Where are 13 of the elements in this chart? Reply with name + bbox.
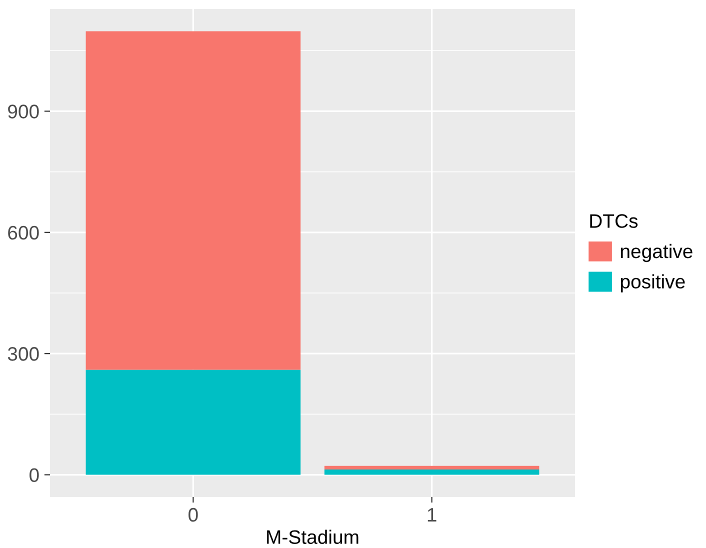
legend-title: DTCs <box>590 214 638 228</box>
y-tick-label: 600 <box>8 226 39 240</box>
bar <box>324 466 540 470</box>
y-tick-label: 900 <box>8 104 39 118</box>
bar <box>324 470 540 475</box>
bar <box>86 31 301 370</box>
y-tick-label: 300 <box>8 347 39 361</box>
bar <box>86 370 301 475</box>
legend-label: positive <box>620 274 685 292</box>
x-tick-label: 1 <box>428 508 436 522</box>
y-tick-label: 0 <box>30 468 39 482</box>
x-axis-title: M-Stadium <box>267 530 358 544</box>
legend-label: negative <box>621 244 692 262</box>
